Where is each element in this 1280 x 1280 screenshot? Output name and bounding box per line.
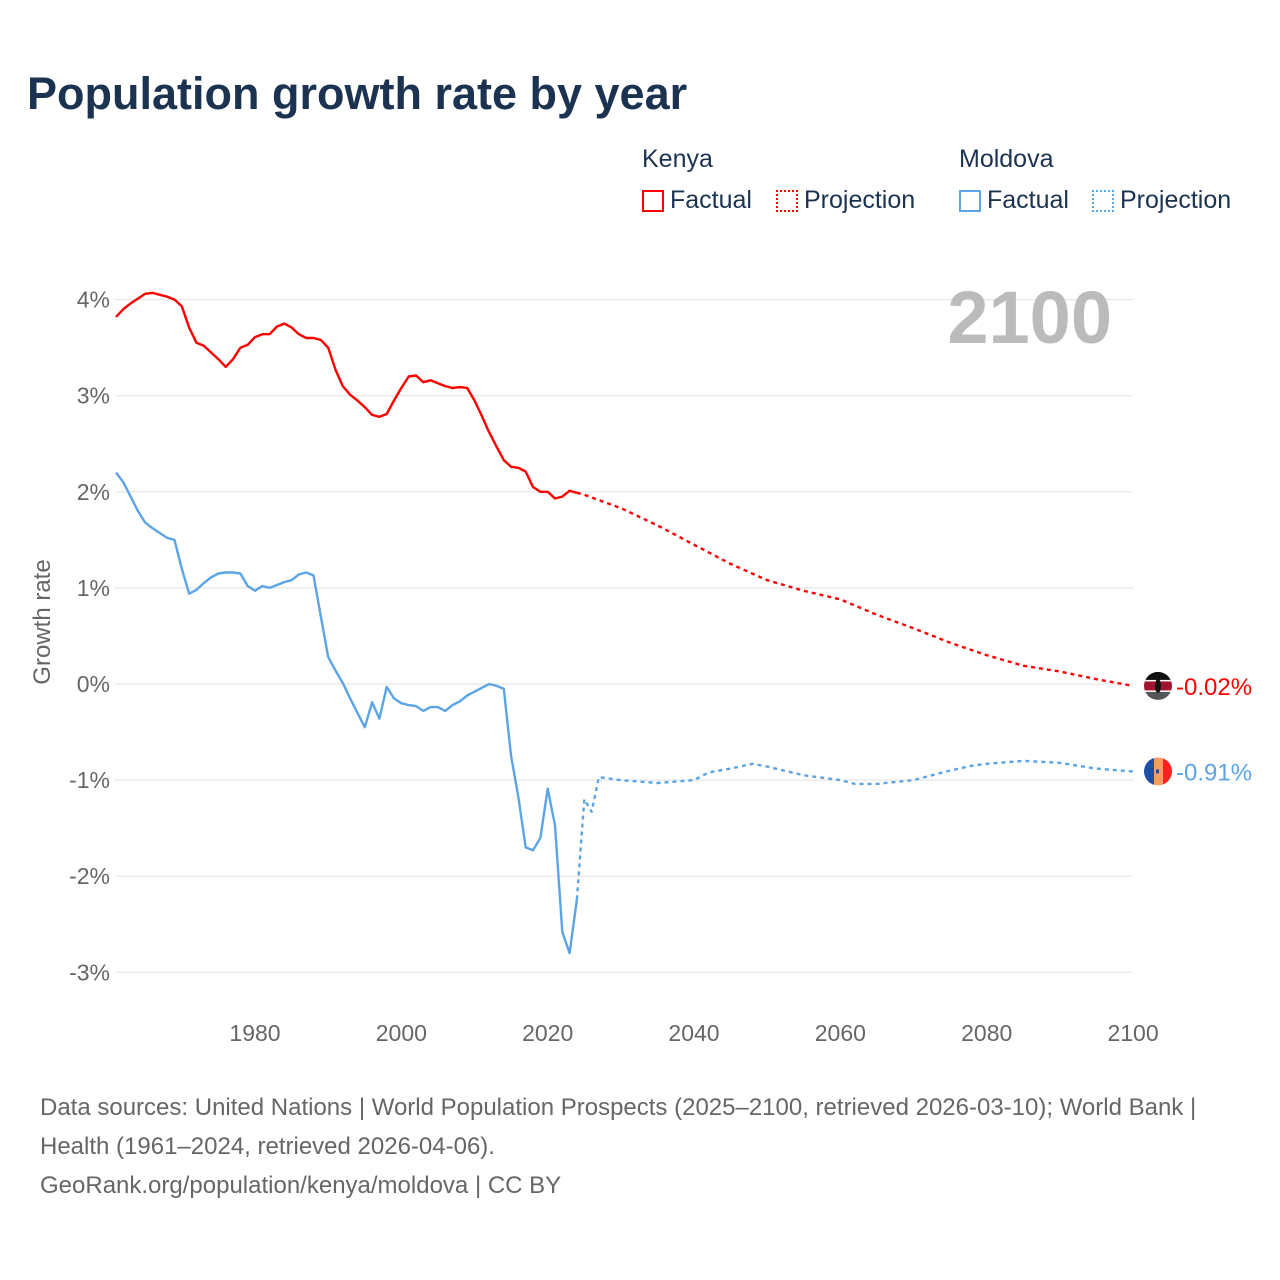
y-tick-label: 1% xyxy=(77,575,110,601)
y-tick-label: -2% xyxy=(69,863,110,889)
legend-swatch-dotted xyxy=(1092,189,1114,212)
credit-link[interactable]: GeoRank.org/population/kenya/moldova | C… xyxy=(40,1172,562,1199)
legend-kenya-projection[interactable]: Projection xyxy=(776,186,915,215)
flag-stripe xyxy=(1144,757,1154,786)
y-tick-label: -1% xyxy=(69,767,110,793)
kenya-factual-line xyxy=(115,291,578,500)
year-display: 2100 xyxy=(947,276,1112,359)
footer: Data sources: United Nations | World Pop… xyxy=(40,1088,1240,1205)
flag-emblem xyxy=(1156,769,1159,774)
y-tick-label: 4% xyxy=(77,287,110,313)
y-tick-label: 2% xyxy=(77,479,110,505)
kenya-projection-line xyxy=(576,491,1134,688)
moldova-end-marker xyxy=(1144,757,1172,786)
kenya-end-label: -0.02% xyxy=(1176,674,1252,701)
flag-shield xyxy=(1155,678,1161,693)
data-sources: Data sources: United Nations | World Pop… xyxy=(40,1094,1197,1160)
flag-stripe xyxy=(1163,757,1172,786)
legend-swatch-dotted xyxy=(776,189,798,212)
y-axis-label: Growth rate xyxy=(29,559,56,684)
legend-label: Factual xyxy=(987,186,1069,214)
x-tick-label: 2080 xyxy=(961,1020,1012,1046)
x-tick-label: 2020 xyxy=(522,1020,573,1046)
y-tick-label: 3% xyxy=(77,383,110,409)
x-tick-label: 2040 xyxy=(668,1020,719,1046)
kenya-end-marker xyxy=(1144,671,1172,700)
kenya-flag-icon xyxy=(1144,671,1172,700)
chart-title: Population growth rate by year xyxy=(27,68,688,119)
flag-stripe xyxy=(1144,671,1172,681)
legend-swatch-solid xyxy=(642,189,664,212)
legend-moldova-projection[interactable]: Projection xyxy=(1092,186,1231,215)
legend-label: Projection xyxy=(804,186,916,214)
x-tick-label: 1980 xyxy=(229,1020,280,1046)
flag-stripe xyxy=(1144,690,1172,700)
moldova-projection-line xyxy=(575,759,1134,900)
moldova-flag-icon xyxy=(1144,757,1172,786)
legend-label: Factual xyxy=(670,186,752,214)
moldova-factual-line xyxy=(115,471,579,955)
legend-swatch-solid xyxy=(959,189,981,212)
y-tick-label: -3% xyxy=(69,959,110,985)
legend-moldova-heading: Moldova xyxy=(959,145,1054,173)
moldova-end-label: -0.91% xyxy=(1176,759,1252,786)
x-tick-label: 2100 xyxy=(1107,1020,1158,1046)
legend-moldova-factual[interactable]: Factual xyxy=(959,186,1069,215)
x-tick-label: 2000 xyxy=(376,1020,427,1046)
legend-kenya-heading: Kenya xyxy=(642,145,713,173)
x-tick-label: 2060 xyxy=(815,1020,866,1046)
legend-label: Projection xyxy=(1120,186,1232,214)
y-tick-label: 0% xyxy=(77,671,110,697)
legend-kenya-factual[interactable]: Factual xyxy=(642,186,752,215)
